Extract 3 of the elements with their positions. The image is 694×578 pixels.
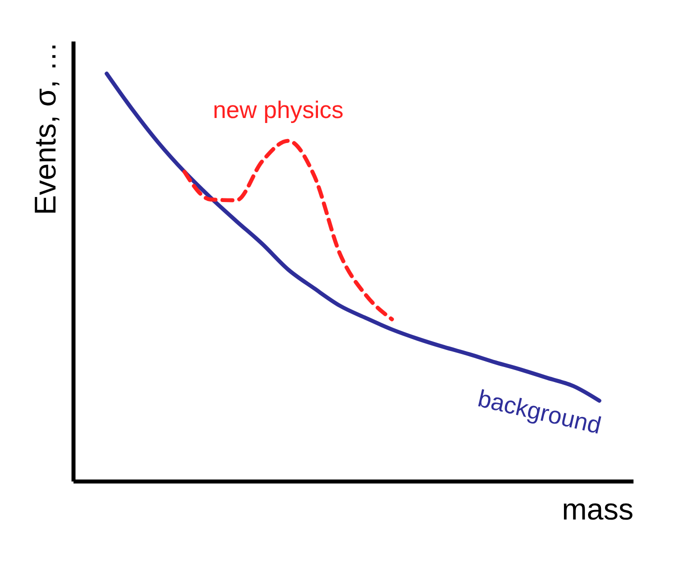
- x-axis-title: mass: [562, 494, 634, 526]
- series-label: new physics: [212, 96, 344, 124]
- y-axis-title: Events, σ, …: [30, 42, 62, 216]
